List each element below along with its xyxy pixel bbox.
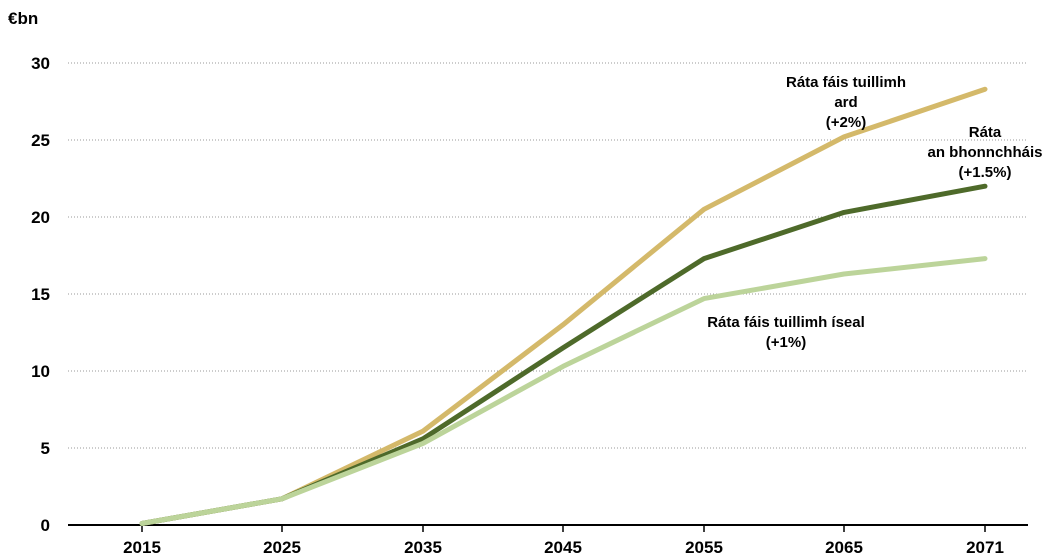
series-annotation-text: Ráta fáis tuillimh	[786, 74, 906, 91]
axes	[68, 524, 1028, 532]
series-annotation-text: Ráta	[969, 124, 1002, 141]
x-tick-label: 2015	[123, 538, 161, 557]
series-annotation-text: (+2%)	[826, 114, 866, 131]
x-tick-label: 2065	[825, 538, 863, 557]
series-annotation-text: Ráta fáis tuillimh íseal	[707, 314, 865, 331]
series-line-2	[139, 256, 988, 526]
y-tick-label: 20	[31, 208, 50, 227]
y-unit-label: €bn	[8, 9, 38, 28]
y-tick-label: 10	[31, 362, 50, 381]
y-tick-label: 15	[31, 285, 50, 304]
x-tick-label: 2045	[544, 538, 582, 557]
x-tick-label: 2025	[263, 538, 301, 557]
series-line-1	[139, 183, 988, 526]
y-tick-label: 30	[31, 54, 50, 73]
x-tick-label: 2071	[966, 538, 1004, 557]
series-annotations: Ráta fáis tuillimh ard (+2%) Ráta an bhonnch…	[707, 74, 1042, 351]
series-annotation-text: ard	[834, 94, 857, 111]
series-line-0	[139, 86, 988, 526]
x-tick-label: 2055	[685, 538, 723, 557]
y-tick-label: 5	[41, 439, 50, 458]
series-lines	[139, 86, 988, 526]
series-annotation-text: an bhonnchháis	[927, 144, 1042, 161]
series-annotation-text: (+1%)	[766, 334, 806, 351]
y-tick-label: 25	[31, 131, 50, 150]
y-tick-label: 0	[41, 516, 50, 535]
grid-lines	[68, 62, 1028, 449]
series-annotation-text: (+1.5%)	[959, 164, 1012, 181]
x-tick-label: 2035	[404, 538, 442, 557]
